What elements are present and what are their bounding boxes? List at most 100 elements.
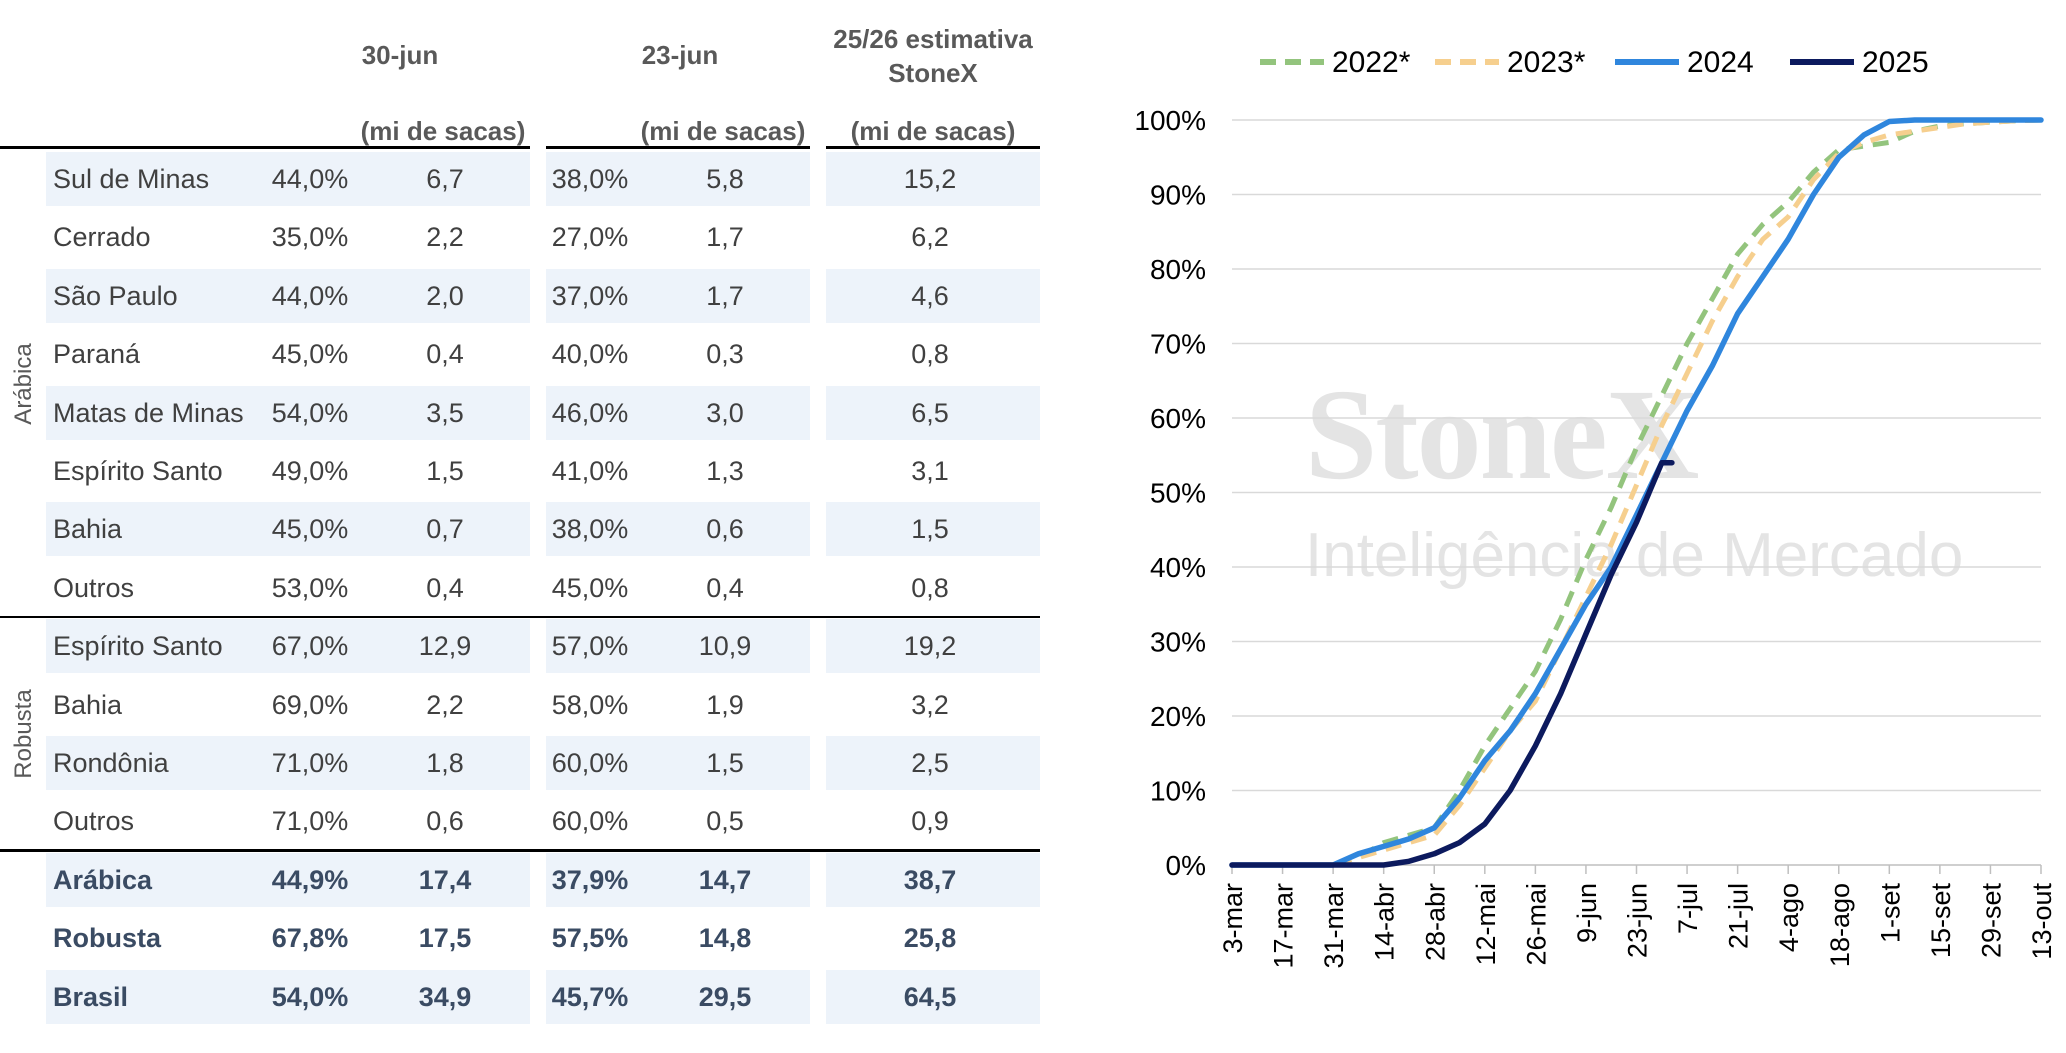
x-tick-label: 7-jul: [1673, 883, 1703, 934]
pct-23-jun: 41,0%: [551, 456, 629, 486]
watermark-brand: StoneX: [1305, 363, 1699, 507]
vol-23-jun: 10,9: [698, 631, 752, 662]
group-label-robusta: Robusta: [10, 689, 37, 779]
x-tick-label: 14-abr: [1370, 883, 1400, 961]
pct-30-jun: 54,0%: [271, 981, 349, 1012]
region-label: Arábica: [53, 864, 153, 895]
y-tick-label: 20%: [1150, 701, 1206, 732]
pct-30-jun: 71,0%: [271, 806, 349, 837]
x-tick-label: 21-jul: [1724, 883, 1754, 949]
row-stripe: [46, 619, 530, 674]
pct-30-jun: 44,9%: [271, 864, 349, 895]
pct-23-jun: 46,0%: [551, 397, 629, 428]
estimate-value: 4,6: [911, 280, 949, 311]
row-stripe: [546, 619, 810, 674]
pct-23-jun: 27,0%: [551, 222, 629, 253]
group-rule: [0, 616, 1040, 619]
pct-23-jun: 60,0%: [551, 748, 629, 778]
header-rule: [0, 146, 530, 149]
x-tick-label: 4-ago: [1774, 883, 1804, 952]
vol-23-jun: 14,8: [698, 923, 752, 954]
header-30-jun: 30-jun: [361, 40, 439, 70]
estimate-value: 2,5: [911, 748, 949, 778]
header-rule: [826, 146, 1040, 149]
vol-23-jun: 1,7: [706, 280, 744, 311]
row-stripe: [46, 736, 530, 790]
y-tick-label: 70%: [1150, 329, 1206, 360]
pct-23-jun: 45,7%: [551, 981, 629, 1012]
pct-23-jun: 60,0%: [551, 806, 629, 837]
totals-rule: [0, 848, 1040, 852]
pct-30-jun: 35,0%: [271, 222, 349, 253]
row-stripe: [46, 152, 530, 206]
row-stripe: [826, 268, 1040, 323]
legend-label: 2025: [1862, 46, 1929, 79]
x-tick-label: 15-set: [1926, 883, 1956, 959]
pct-23-jun: 57,5%: [551, 923, 629, 954]
region-label: Cerrado: [53, 222, 151, 253]
region-label: Brasil: [53, 981, 129, 1012]
vol-30-jun: 1,5: [426, 456, 464, 486]
region-label: Robusta: [53, 923, 161, 954]
pct-30-jun: 44,0%: [271, 280, 349, 311]
pct-30-jun: 53,0%: [271, 572, 349, 603]
region-label: Espírito Santo: [53, 456, 223, 486]
vol-30-jun: 2,2: [426, 689, 464, 720]
vol-23-jun: 29,5: [698, 981, 752, 1012]
header-rule: [546, 146, 810, 149]
legend-label: 2023*: [1507, 46, 1586, 79]
region-label: Outros: [53, 572, 135, 603]
vol-23-jun: 14,7: [698, 864, 752, 895]
harvest-table: 30-jun 23-jun 25/26 estimativa StoneX (mi d…: [0, 24, 1040, 1024]
estimate-value: 6,5: [911, 397, 949, 428]
estimate-value: 25,8: [903, 923, 957, 954]
header-estimate: 25/26 estimativa StoneX: [833, 24, 1033, 88]
region-label: Rondônia: [53, 748, 169, 778]
series-line-2024: [1229, 117, 2044, 868]
vol-30-jun: 17,4: [418, 864, 472, 895]
row-stripe: [826, 385, 1040, 440]
vol-30-jun: 3,5: [426, 397, 464, 428]
y-tick-label: 100%: [1134, 105, 1206, 136]
pct-23-jun: 38,0%: [551, 514, 629, 545]
row-stripe: [826, 736, 1040, 790]
row-stripe: [826, 619, 1040, 674]
y-tick-label: 80%: [1150, 254, 1206, 285]
row-stripe: [46, 969, 530, 1024]
legend-label: 2024: [1687, 46, 1754, 79]
vol-30-jun: 6,7: [426, 164, 464, 194]
x-tick-label: 18-ago: [1825, 883, 1855, 967]
x-tick-label: 23-jun: [1623, 883, 1653, 958]
x-tick-label: 3-mar: [1218, 883, 1248, 954]
vol-23-jun: 1,3: [706, 456, 744, 486]
pct-30-jun: 67,0%: [271, 631, 349, 662]
pct-23-jun: 37,9%: [551, 864, 629, 895]
row-stripe: [826, 969, 1040, 1024]
x-tick-label: 17-mar: [1269, 883, 1299, 969]
vol-23-jun: 3,0: [706, 397, 744, 428]
vol-23-jun: 1,5: [706, 748, 744, 778]
estimate-value: 0,9: [911, 806, 949, 837]
vol-23-jun: 1,7: [706, 222, 744, 253]
header-23-jun: 23-jun: [641, 40, 719, 70]
x-tick-label: 12-mai: [1471, 883, 1501, 966]
pct-23-jun: 37,0%: [551, 280, 629, 311]
estimate-value: 15,2: [903, 164, 957, 194]
vol-30-jun: 2,2: [426, 222, 464, 253]
vol-23-jun: 5,8: [706, 164, 744, 194]
vol-23-jun: 0,3: [706, 339, 744, 370]
row-stripe: [546, 736, 810, 790]
vol-30-jun: 12,9: [418, 631, 472, 662]
y-tick-label: 10%: [1150, 776, 1206, 807]
estimate-value: 38,7: [903, 864, 957, 895]
vol-30-jun: 0,4: [426, 572, 464, 603]
region-label: Bahia: [53, 514, 123, 545]
x-tick-label: 26-mai: [1521, 883, 1551, 966]
y-tick-label: 50%: [1150, 478, 1206, 509]
vol-30-jun: 0,7: [426, 514, 464, 545]
legend-label: 2022*: [1332, 46, 1411, 79]
estimate-value: 0,8: [911, 572, 949, 603]
x-tick-label: 13-out: [2027, 883, 2057, 960]
estimate-value: 6,2: [911, 222, 949, 253]
row-stripe: [546, 502, 810, 557]
